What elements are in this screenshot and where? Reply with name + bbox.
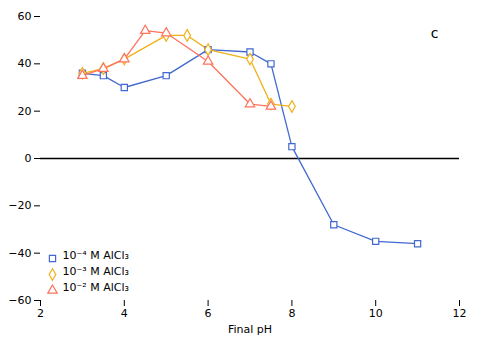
svg-text:2: 2 [37, 307, 44, 320]
svg-text:20: 20 [18, 105, 32, 118]
svg-text:−40: −40 [8, 247, 31, 260]
svg-text:4: 4 [121, 307, 128, 320]
svg-text:Final pH: Final pH [228, 323, 272, 336]
svg-text:60: 60 [18, 10, 32, 23]
svg-text:10: 10 [369, 307, 383, 320]
svg-text:c: c [431, 25, 439, 41]
svg-text:0: 0 [25, 152, 32, 165]
svg-text:10⁻⁴ M AlCl₃: 10⁻⁴ M AlCl₃ [63, 249, 129, 262]
svg-text:−60: −60 [8, 294, 31, 307]
svg-text:−20: −20 [8, 199, 31, 212]
svg-text:6: 6 [205, 307, 212, 320]
svg-text:10⁻³ M AlCl₃: 10⁻³ M AlCl₃ [63, 265, 129, 278]
svg-text:10⁻² M AlCl₃: 10⁻² M AlCl₃ [63, 281, 129, 294]
svg-text:8: 8 [288, 307, 295, 320]
svg-text:12: 12 [453, 307, 467, 320]
svg-text:40: 40 [18, 57, 32, 70]
